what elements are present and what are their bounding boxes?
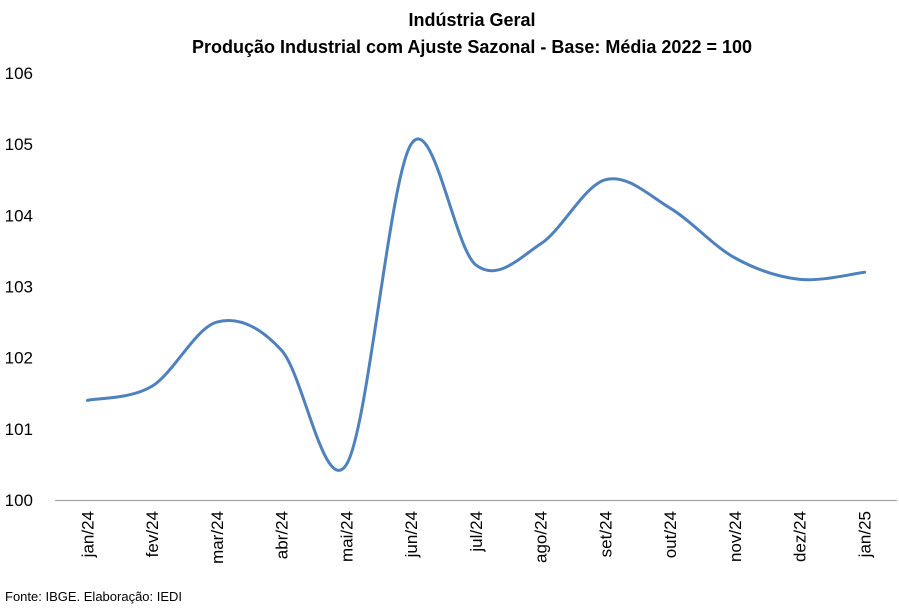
chart-title: Indústria Geral [408, 10, 536, 30]
x-tick-label: jul/24 [467, 511, 486, 553]
chart-title-block: Indústria Geral Produção Industrial com … [50, 7, 894, 61]
x-tick-label: jan/25 [856, 511, 875, 558]
source-note: Fonte: IBGE. Elaboração: IEDI [5, 589, 183, 604]
y-tick-label: 106 [5, 64, 33, 83]
x-tick-label: jan/24 [78, 511, 97, 558]
x-tick-label: jun/24 [402, 511, 421, 558]
y-tick-label: 101 [5, 420, 33, 439]
y-tick-label: 100 [5, 491, 33, 510]
chart-subtitle: Produção Industrial com Ajuste Sazonal -… [191, 37, 753, 57]
x-tick-label: fev/24 [143, 511, 162, 557]
x-tick-label: ago/24 [532, 511, 551, 563]
y-axis-labels: 106 105 104 103 102 101 100 [5, 64, 33, 510]
x-tick-label: dez/24 [791, 511, 810, 562]
x-tick-label: mai/24 [337, 511, 356, 562]
x-tick-label: mar/24 [208, 511, 227, 564]
x-tick-label: set/24 [596, 511, 615, 557]
x-tick-label: abr/24 [273, 511, 292, 559]
y-tick-label: 103 [5, 278, 33, 297]
x-tick-label: nov/24 [726, 511, 745, 562]
x-axis-labels: jan/24 fev/24 mar/24 abr/24 mai/24 jun/24 jul/… [78, 511, 874, 564]
y-tick-label: 102 [5, 349, 33, 368]
series-line [85, 137, 867, 472]
x-tick-label: out/24 [661, 511, 680, 558]
y-tick-label: 104 [5, 206, 33, 225]
y-tick-label: 105 [5, 135, 33, 154]
